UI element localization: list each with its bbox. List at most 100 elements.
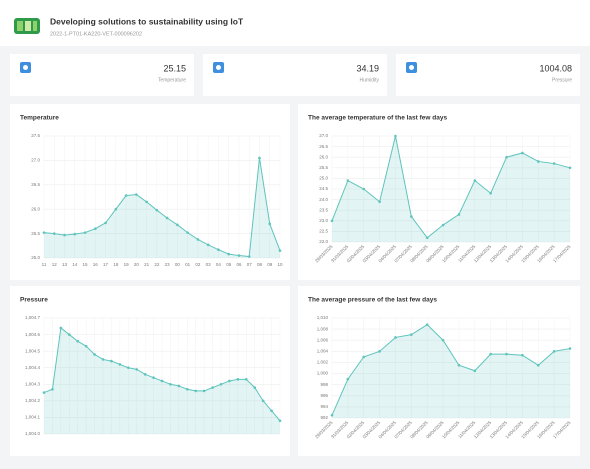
chart-title: The average pressure of the last few day…	[308, 297, 437, 304]
point	[42, 231, 46, 234]
point	[536, 160, 540, 163]
y-tick-label: 26.5	[319, 144, 328, 149]
point	[196, 238, 200, 241]
point	[457, 363, 461, 367]
point	[258, 156, 261, 160]
x-tick-label: 16	[93, 262, 99, 267]
point	[253, 386, 257, 389]
point	[94, 227, 97, 231]
x-tick-label: 11	[42, 262, 47, 267]
point	[110, 359, 113, 363]
point	[378, 200, 381, 204]
point	[278, 419, 282, 423]
point	[104, 221, 107, 225]
x-tick-label: 09	[267, 262, 273, 267]
point	[176, 223, 179, 227]
point	[177, 384, 181, 388]
y-tick-label: 25.0	[31, 255, 40, 260]
x-tick-label: 17	[103, 262, 109, 267]
chart-panel	[298, 104, 580, 280]
point	[211, 386, 214, 389]
point	[346, 179, 350, 182]
y-tick-label: 1,004.5	[25, 348, 41, 353]
point	[194, 389, 198, 393]
area	[332, 324, 570, 418]
card-label: Temperature	[158, 77, 186, 83]
point	[278, 249, 282, 252]
point	[394, 336, 397, 339]
point	[378, 350, 381, 353]
y-tick-label: 1,010	[317, 315, 329, 320]
point	[568, 347, 572, 350]
y-tick-label: 1,004.0	[25, 431, 41, 436]
point	[268, 222, 272, 226]
y-tick-label: 1,004.3	[25, 381, 41, 386]
y-tick-label: 994	[320, 404, 328, 409]
point	[152, 376, 155, 379]
x-tick-label: 22	[154, 262, 160, 267]
point	[76, 339, 80, 343]
point	[521, 353, 524, 357]
x-tick-label: 02	[195, 262, 201, 267]
y-tick-label: 26.5	[31, 182, 40, 187]
point	[219, 382, 223, 386]
point	[237, 254, 241, 257]
card-value: 1004.08	[539, 63, 572, 73]
x-tick-label: 23	[165, 262, 171, 267]
card	[203, 54, 387, 96]
chart-title: Temperature	[20, 115, 59, 122]
y-tick-label: 25.0	[319, 176, 328, 181]
line	[331, 135, 571, 239]
y-tick-label: 996	[320, 393, 328, 398]
x-tick-label: 20	[134, 262, 140, 267]
logo	[14, 18, 40, 34]
point	[124, 194, 128, 197]
area	[44, 157, 280, 258]
point	[244, 378, 248, 381]
point	[568, 166, 572, 170]
point	[410, 333, 413, 336]
y-tick-label: 24.5	[319, 186, 328, 191]
point	[169, 382, 172, 386]
header-bar	[0, 0, 590, 46]
point	[84, 344, 88, 348]
point	[236, 378, 240, 381]
y-tick-label: 26.0	[319, 154, 328, 159]
x-tick-label: 18	[113, 262, 119, 267]
y-tick-label: 1,004.7	[25, 315, 41, 320]
point	[160, 379, 164, 383]
point	[441, 338, 445, 342]
x-tick-label: 12	[52, 262, 58, 267]
point	[505, 352, 508, 356]
point	[93, 353, 96, 356]
point	[473, 179, 477, 182]
x-tick-label: 15	[83, 262, 89, 267]
card-label: Humidity	[360, 77, 380, 83]
point	[206, 243, 210, 247]
point	[489, 352, 492, 356]
y-tick-label: 1,004.4	[25, 365, 41, 370]
y-tick-label: 1,004.1	[25, 415, 41, 420]
card-icon-glyph	[23, 65, 28, 70]
point	[270, 409, 273, 413]
line	[331, 324, 571, 416]
point	[217, 248, 220, 252]
point	[165, 216, 169, 220]
card	[10, 54, 194, 96]
chart-panel	[298, 286, 580, 456]
x-tick-label: 03	[206, 262, 212, 267]
y-tick-label: 26.0	[31, 206, 40, 211]
x-tick-label: 08	[257, 262, 263, 267]
y-tick-label: 24.0	[319, 197, 328, 202]
chart-panel	[10, 104, 290, 280]
x-tick-label: 06	[236, 262, 242, 267]
y-tick-label: 992	[320, 415, 328, 420]
x-tick-label: 04	[216, 262, 222, 267]
chart-title: Pressure	[20, 297, 48, 304]
point	[135, 368, 139, 371]
point	[505, 155, 508, 159]
point	[227, 252, 230, 256]
y-tick-label: 1,004.2	[25, 398, 41, 403]
